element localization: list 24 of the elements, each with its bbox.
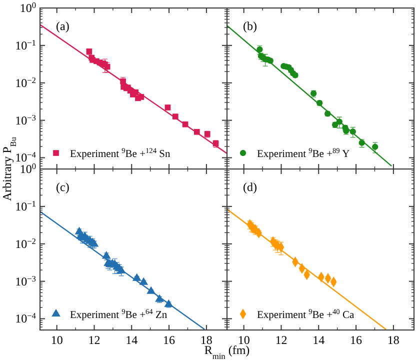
y-tick-label: 10$^{−3}$ bbox=[15, 112, 36, 128]
x-tick-label: 14 bbox=[312, 333, 325, 347]
legend-label: Experiment $^{9}$Be +$^{40}$ Ca bbox=[257, 306, 354, 321]
x-tick-label: 12 bbox=[275, 333, 288, 347]
legend-label: Experiment $^{9}$Be +$^{89}$ Y bbox=[257, 146, 350, 160]
y-tick-label: 10$^{−1}$ bbox=[15, 38, 36, 52]
legend-label: Experiment $^{9}$Be +$^{64}$ Zn bbox=[70, 306, 168, 321]
y-tick-label: 10$^{−4}$ bbox=[15, 311, 37, 326]
x-tick-label: 18 bbox=[387, 333, 400, 347]
annotation: (c) bbox=[56, 180, 70, 194]
legend-label: Experiment $^{9}$Be +$^{124}$ Sn bbox=[70, 146, 171, 160]
x-tick-label: 10 bbox=[50, 333, 63, 347]
x-tick-label: 14 bbox=[126, 333, 138, 347]
annotation: (d) bbox=[243, 180, 257, 194]
y-tick-label: 10$^{−2}$ bbox=[15, 75, 36, 90]
y-tick-label: 10$^{−3}$ bbox=[15, 274, 36, 288]
y-tick-label: 10$^{−2}$ bbox=[15, 236, 36, 251]
annotation: (b) bbox=[243, 19, 257, 33]
x-tick-label: 16 bbox=[350, 333, 362, 347]
annotation: (a) bbox=[56, 19, 70, 33]
y-tick-label: 10$^{0}$ bbox=[20, 0, 36, 15]
x-tick-label: 12 bbox=[88, 333, 100, 347]
y-tick-label: 10$^{−1}$ bbox=[15, 198, 36, 214]
x-tick-label: 16 bbox=[163, 333, 176, 347]
